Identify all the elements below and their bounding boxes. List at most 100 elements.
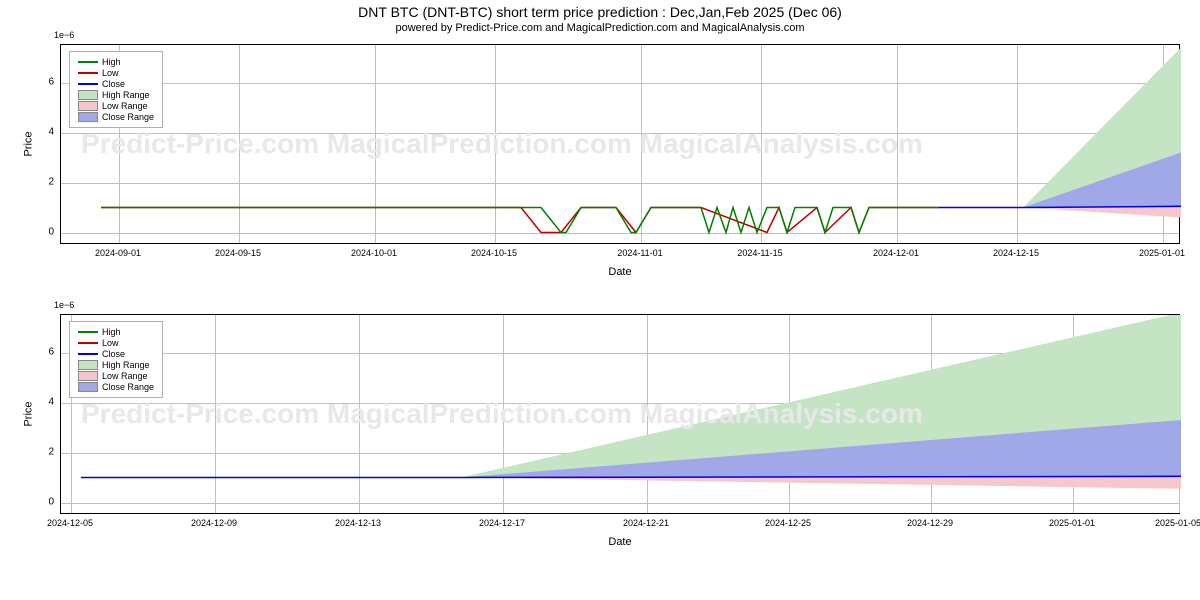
legend-item: Close Range	[78, 382, 154, 392]
legend-label: Close	[102, 79, 125, 89]
gridline-horizontal	[61, 133, 1179, 134]
y-tick-label: 2	[48, 176, 54, 187]
x-tick-label: 2024-09-15	[215, 248, 261, 258]
legend-top: HighLowCloseHigh RangeLow RangeClose Ran…	[69, 51, 163, 128]
gridline-horizontal	[61, 503, 1179, 504]
plot-area-bottom: Predict-Price.com MagicalPrediction.com …	[60, 314, 1180, 514]
legend-item: High Range	[78, 90, 154, 100]
legend-item: Low Range	[78, 371, 154, 381]
legend-label: High	[102, 57, 121, 67]
x-tick-label: 2024-12-29	[907, 518, 953, 528]
legend-label: High	[102, 327, 121, 337]
legend-label: Low Range	[102, 371, 148, 381]
x-tick-label: 2024-12-05	[47, 518, 93, 528]
gridline-vertical	[1073, 315, 1074, 513]
gridline-vertical	[503, 315, 504, 513]
x-tick-label: 2025-01-05	[1155, 518, 1200, 528]
gridline-horizontal	[61, 233, 1179, 234]
gridline-vertical	[931, 315, 932, 513]
gridline-vertical	[1163, 45, 1164, 243]
y-sci-exponent-bottom: 1e−6	[54, 300, 74, 310]
legend-item: High Range	[78, 360, 154, 370]
x-tick-label: 2024-12-09	[191, 518, 237, 528]
gridline-horizontal	[61, 353, 1179, 354]
x-axis-label-bottom: Date	[608, 536, 631, 548]
x-tick-label: 2024-09-01	[95, 248, 141, 258]
chart-svg	[61, 315, 1181, 515]
chart-top: Predict-Price.com MagicalPrediction.com …	[60, 44, 1180, 244]
legend-label: Low	[102, 68, 119, 78]
legend-label: High Range	[102, 360, 150, 370]
plot-area-top: Predict-Price.com MagicalPrediction.com …	[60, 44, 1180, 244]
gridline-vertical	[375, 45, 376, 243]
legend-swatch	[78, 353, 98, 355]
legend-item: Close	[78, 349, 154, 359]
gridline-horizontal	[61, 453, 1179, 454]
legend-swatch	[78, 382, 98, 392]
gridline-vertical	[1179, 315, 1180, 513]
x-tick-label: 2024-12-15	[993, 248, 1039, 258]
gridline-horizontal	[61, 403, 1179, 404]
close-range-fill	[1023, 153, 1181, 208]
legend-item: Low Range	[78, 101, 154, 111]
x-tick-label: 2024-12-21	[623, 518, 669, 528]
gridline-vertical	[641, 45, 642, 243]
chart-svg	[61, 45, 1181, 245]
figure-title: DNT BTC (DNT-BTC) short term price predi…	[0, 0, 1200, 20]
legend-label: Low	[102, 338, 119, 348]
x-tick-label: 2025-01-01	[1139, 248, 1185, 258]
legend-item: Low	[78, 338, 154, 348]
y-tick-label: 4	[48, 126, 54, 137]
legend-label: Close	[102, 349, 125, 359]
x-tick-label: 2024-11-15	[737, 248, 782, 258]
legend-item: Low	[78, 68, 154, 78]
x-axis-label-top: Date	[608, 266, 631, 278]
legend-swatch	[78, 331, 98, 333]
gridline-vertical	[1017, 45, 1018, 243]
high-line	[101, 208, 939, 233]
legend-label: Low Range	[102, 101, 148, 111]
legend-item: High	[78, 327, 154, 337]
legend-swatch	[78, 61, 98, 63]
y-sci-exponent-top: 1e−6	[54, 30, 74, 40]
x-tick-label: 2024-10-01	[351, 248, 397, 258]
low-range-fill	[1023, 208, 1181, 218]
legend-swatch	[78, 342, 98, 344]
legend-label: High Range	[102, 90, 150, 100]
gridline-vertical	[647, 315, 648, 513]
legend-swatch	[78, 371, 98, 381]
x-tick-label: 2024-11-01	[617, 248, 662, 258]
x-tick-label: 2024-12-17	[479, 518, 525, 528]
gridline-horizontal	[61, 83, 1179, 84]
legend-swatch	[78, 90, 98, 100]
gridline-horizontal	[61, 183, 1179, 184]
legend-swatch	[78, 72, 98, 74]
gridline-vertical	[495, 45, 496, 243]
figure-subtitle: powered by Predict-Price.com and Magical…	[0, 20, 1200, 34]
y-axis-label-top: Price	[23, 131, 35, 156]
gridline-vertical	[789, 315, 790, 513]
y-tick-label: 6	[48, 346, 54, 357]
legend-item: High	[78, 57, 154, 67]
chart-bottom: Predict-Price.com MagicalPrediction.com …	[60, 314, 1180, 514]
y-tick-label: 2	[48, 446, 54, 457]
gridline-vertical	[897, 45, 898, 243]
high-range-fill	[1023, 48, 1181, 208]
close-line	[81, 476, 1181, 477]
legend-swatch	[78, 360, 98, 370]
close-line	[939, 206, 1181, 207]
x-tick-label: 2024-12-01	[873, 248, 919, 258]
y-tick-label: 0	[48, 226, 54, 237]
gridline-vertical	[359, 315, 360, 513]
gridline-vertical	[761, 45, 762, 243]
legend-item: Close	[78, 79, 154, 89]
low-line	[101, 208, 939, 233]
x-tick-label: 2024-12-25	[765, 518, 811, 528]
figure: DNT BTC (DNT-BTC) short term price predi…	[0, 0, 1200, 600]
legend-swatch	[78, 101, 98, 111]
gridline-vertical	[239, 45, 240, 243]
legend-bottom: HighLowCloseHigh RangeLow RangeClose Ran…	[69, 321, 163, 398]
legend-item: Close Range	[78, 112, 154, 122]
gridline-vertical	[215, 315, 216, 513]
y-tick-label: 0	[48, 496, 54, 507]
